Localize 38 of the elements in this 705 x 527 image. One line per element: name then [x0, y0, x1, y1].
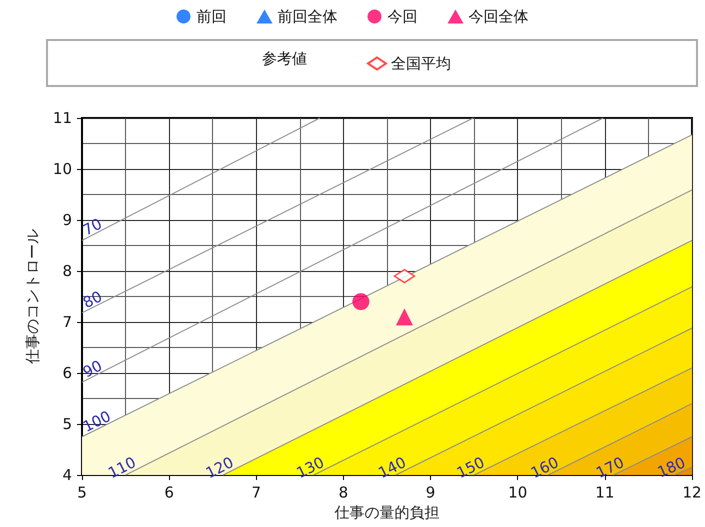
y-tick-label: 11 — [52, 109, 72, 127]
y-tick-label: 7 — [62, 313, 72, 331]
text: 100 — [80, 407, 114, 436]
text: 110 — [105, 453, 139, 482]
y-tick-label: 8 — [62, 262, 72, 280]
text: 90 — [80, 356, 106, 382]
text: 120 — [202, 453, 236, 482]
text: 170 — [593, 453, 627, 482]
legend-label: 全国平均 — [391, 54, 451, 72]
y-tick-label: 6 — [62, 364, 72, 382]
x-tick-label: 10 — [508, 484, 528, 502]
text: 80 — [80, 287, 106, 312]
legend-label: 今回 — [388, 8, 418, 26]
point — [352, 293, 370, 310]
point — [396, 308, 413, 326]
text: 160 — [528, 453, 562, 482]
y-axis-title: 仕事のコントロール — [24, 229, 42, 365]
x-axis-title: 仕事の量的負担 — [334, 503, 440, 522]
y-tick-label: 4 — [62, 466, 72, 484]
x-tick-label: 6 — [164, 484, 174, 502]
x-tick-label: 8 — [338, 484, 348, 502]
legend-label: 今回全体 — [468, 8, 528, 26]
y-tick-label: 10 — [52, 160, 72, 178]
x-tick-label: 11 — [595, 484, 614, 502]
legend-title: 参考値 — [262, 50, 307, 68]
legend-label: 前回全体 — [278, 8, 338, 26]
text: 140 — [375, 453, 410, 482]
text: 70 — [80, 214, 105, 240]
y-tick-label: 5 — [62, 415, 72, 433]
x-tick-label: 7 — [252, 484, 262, 502]
legend-label: 前回 — [196, 8, 226, 26]
x-tick-label: 9 — [426, 484, 436, 502]
x-tick-label: 5 — [77, 484, 87, 502]
text: 130 — [293, 453, 328, 482]
text: 180 — [654, 453, 688, 482]
y-tick-label: 9 — [62, 211, 72, 229]
text: 150 — [454, 453, 488, 482]
x-tick-label: 12 — [682, 484, 702, 502]
